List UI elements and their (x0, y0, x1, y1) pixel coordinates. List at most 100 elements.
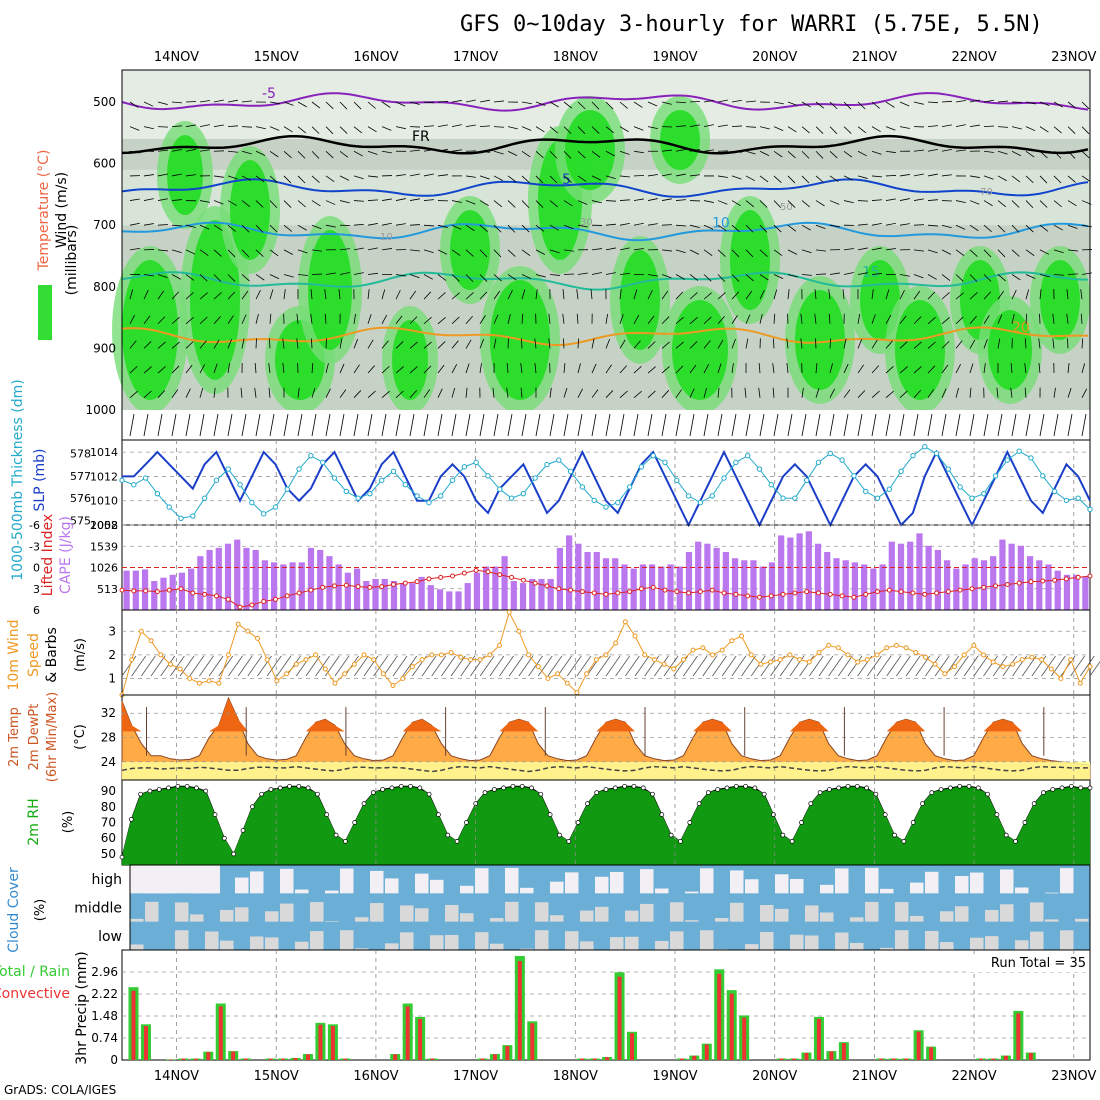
wind-barb (1025, 249, 1035, 256)
wind10-barb (741, 655, 756, 677)
thickness-point (485, 473, 491, 479)
wind-barb (381, 150, 392, 154)
precip-convective-bar (231, 1051, 236, 1060)
wind-barb (465, 99, 476, 103)
wind-barb (367, 175, 378, 178)
temp-overlay-band (122, 761, 1090, 780)
precip-convective-bar (181, 1058, 186, 1060)
wind-barb (227, 291, 236, 300)
wind-barb (633, 289, 638, 300)
cloud-bar (685, 891, 699, 894)
wind-barb (773, 200, 782, 209)
wind-barb (1081, 126, 1090, 135)
wind-barb (913, 224, 925, 226)
wind-barb (1067, 363, 1070, 374)
temp-axis-label-a: 2m Temp (7, 707, 22, 767)
wind10-barb (925, 655, 940, 677)
wind-barb (521, 101, 532, 105)
wind10-point (971, 642, 977, 648)
wind-barb (913, 149, 924, 152)
wind-barb (717, 292, 726, 300)
wind10-barb (547, 655, 563, 677)
wind-barb (549, 413, 555, 437)
wind-barb (507, 175, 517, 183)
wind-barb (213, 274, 222, 282)
wind-barb (997, 224, 1006, 233)
li-point (166, 587, 172, 593)
wind-barb (997, 290, 1005, 300)
wind-barb (129, 150, 140, 154)
precip-convective-bar (218, 1006, 223, 1060)
wind-barb (395, 223, 406, 226)
wind10-barb (499, 655, 514, 677)
wind-barb (843, 150, 853, 158)
wind10-point (264, 657, 270, 663)
li-point (922, 591, 928, 597)
x-tick-label-bottom: 23NOV (1051, 1069, 1096, 1084)
x-tick-label-top: 16NOV (353, 50, 398, 65)
chart-title: GFS 0~10day 3-hourly for WARRI (5.75E, 5… (460, 12, 1043, 37)
rh2m-point (501, 785, 506, 791)
wind-barb (689, 388, 695, 398)
wind-barb (423, 173, 434, 177)
pressure-tick-label: 800 (93, 280, 116, 294)
wind-barb (381, 248, 392, 251)
rh2m-point (994, 812, 1000, 817)
wind-barb (955, 124, 966, 128)
wind-barb (563, 200, 573, 207)
wind-barb (955, 149, 966, 152)
rh2m-point (854, 783, 860, 789)
wind10-barb (286, 655, 301, 677)
precip-convective-bar (904, 1058, 909, 1060)
precip-convective-bar (143, 1026, 148, 1060)
li-point (367, 584, 373, 590)
wind-barb (591, 363, 597, 374)
pressure-tick-label: 500 (93, 95, 116, 109)
wind-barb (283, 126, 293, 133)
wind-barb (1053, 200, 1063, 208)
wind-barb (241, 338, 245, 349)
precip-convective-bar (1003, 1055, 1008, 1060)
cloud-bar (880, 888, 894, 894)
rh2m-point (166, 785, 171, 791)
cloud-bar (400, 932, 414, 950)
wind-barb (843, 389, 851, 398)
wind-barb (633, 413, 639, 437)
wind10-barb (576, 655, 592, 677)
cloud-bar (610, 871, 624, 894)
wind-barb (269, 274, 280, 280)
wind-barb (1025, 224, 1034, 233)
wind-barb (129, 248, 140, 251)
wind-barb (157, 413, 163, 437)
wind-barb (563, 338, 565, 349)
wind-barb (885, 126, 896, 131)
rh2m-point (222, 835, 227, 841)
wind-barb (661, 413, 667, 437)
wind-barb (297, 249, 308, 254)
wind-barb (479, 315, 486, 324)
wind-barb (758, 387, 761, 398)
wind-barb (1010, 387, 1013, 398)
cloud-bar (1060, 930, 1074, 950)
wind10-point (777, 657, 783, 663)
wind-barb (983, 249, 992, 258)
thickness-point (308, 452, 314, 459)
cloud-bar (775, 874, 789, 894)
thickness-point (1028, 455, 1034, 461)
wind-barb (1011, 413, 1017, 437)
wind-barb (577, 150, 586, 159)
wind-barb (605, 313, 609, 324)
rh2m-point (603, 787, 609, 792)
wind-barb (395, 101, 406, 107)
cloud-bar (175, 902, 189, 922)
rh2m-point (1087, 785, 1093, 791)
wind10-barb (1089, 661, 1100, 677)
wind-barb (507, 200, 516, 208)
wind-barb (1081, 150, 1090, 159)
wind-barb (310, 313, 313, 324)
thickness-point (449, 477, 456, 483)
wind-barb (745, 150, 756, 155)
wind-barb (591, 200, 602, 204)
wind-barb (465, 249, 474, 257)
wind-barb (815, 338, 817, 349)
